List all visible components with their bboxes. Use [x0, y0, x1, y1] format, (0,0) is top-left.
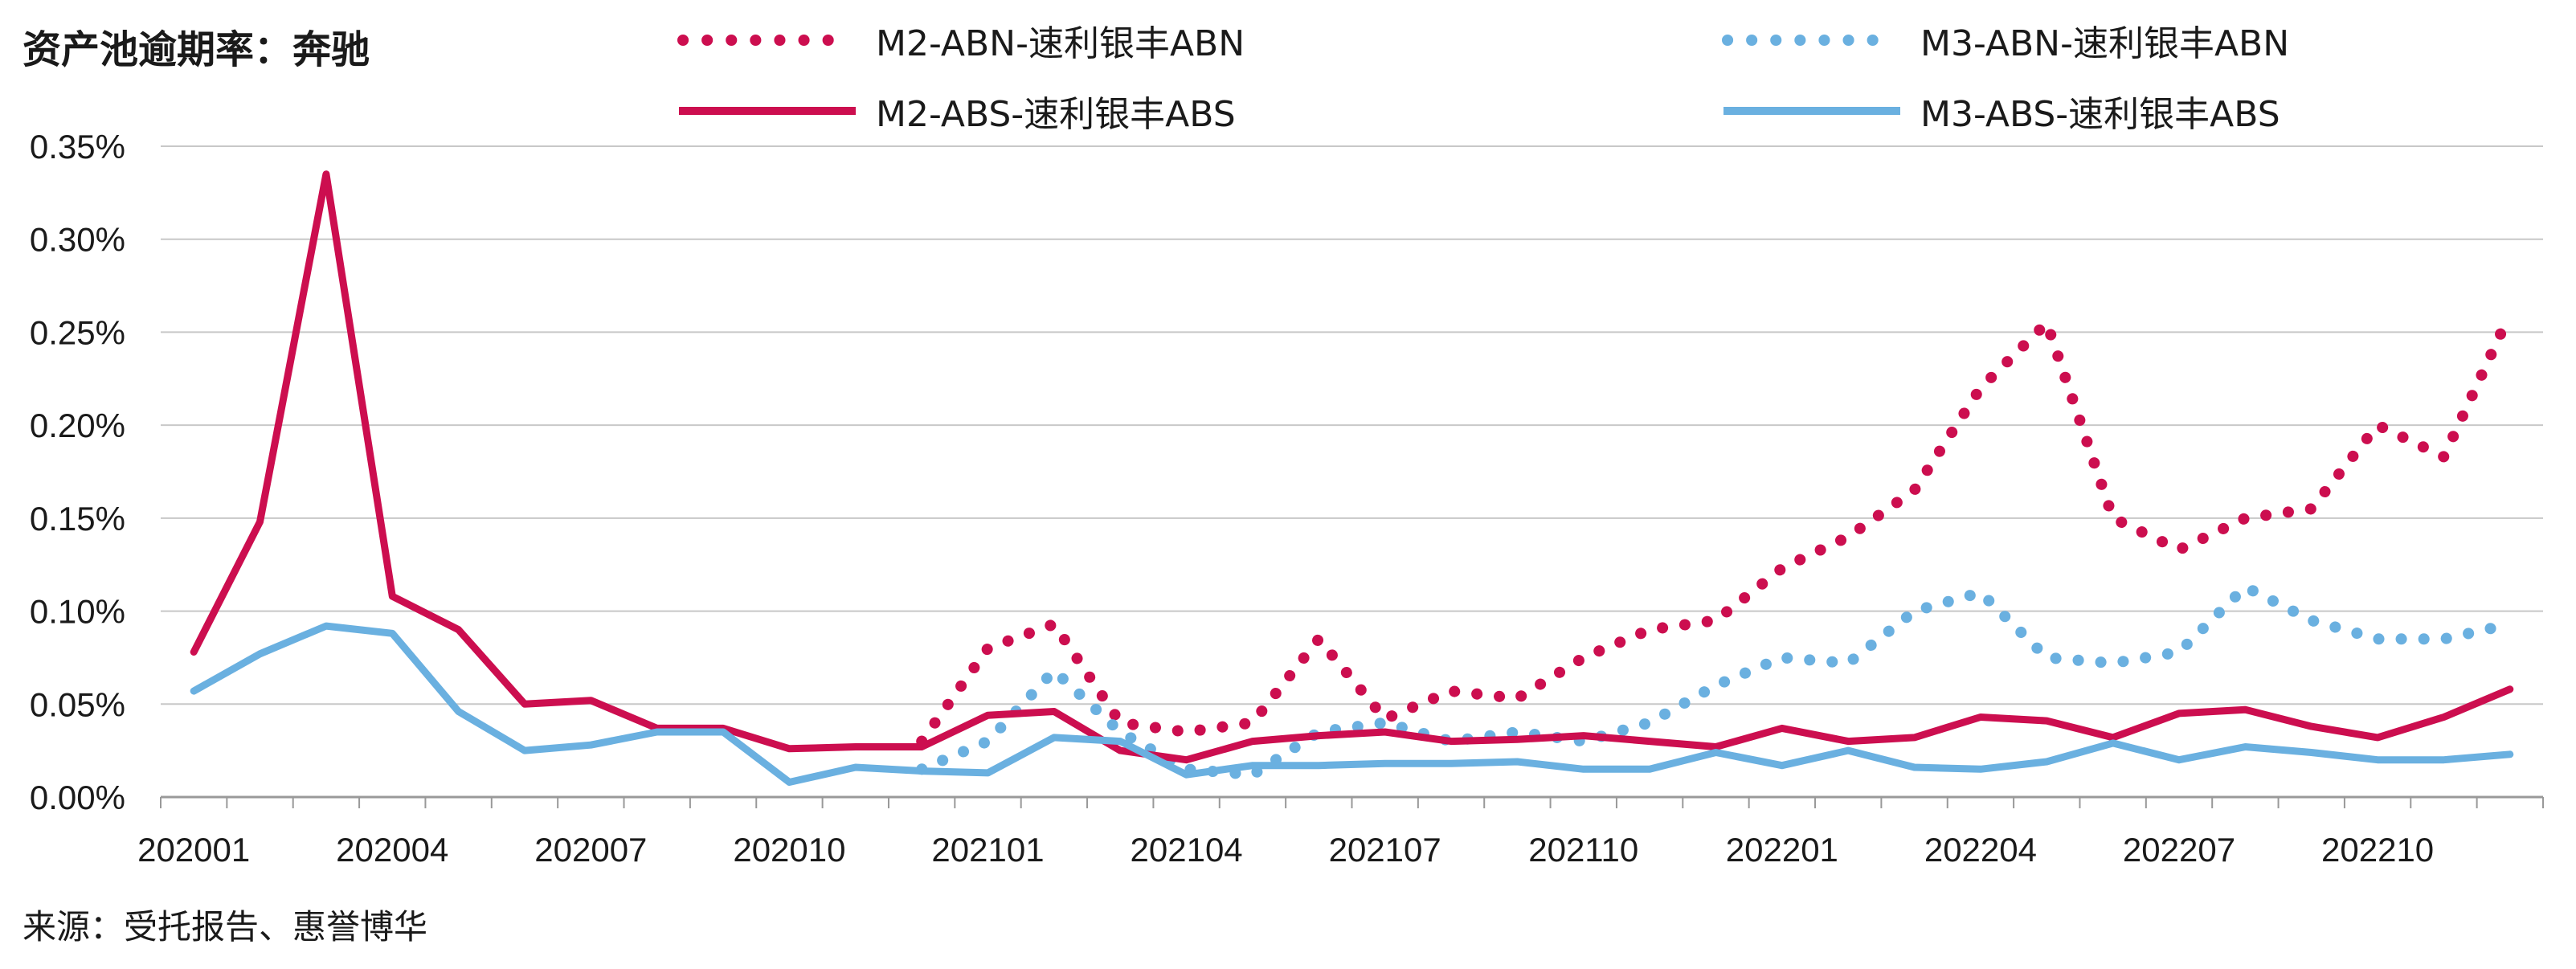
legend-swatch-m2-abn — [677, 35, 857, 46]
y-tick-label: 0.10% — [30, 593, 125, 631]
legend-label-m3-abn: M3-ABN-速利银丰ABN — [1920, 23, 2290, 64]
y-tick-label: 0.00% — [30, 779, 125, 816]
x-tick-label: 202104 — [1131, 831, 1243, 869]
x-tick-label: 202010 — [733, 831, 845, 869]
x-tick-label: 202204 — [1924, 831, 2037, 869]
legend-swatch-m3-abs — [1723, 107, 1900, 115]
series-line-3 — [190, 622, 2514, 786]
y-tick-label: 0.20% — [30, 407, 125, 444]
x-tick-label: 202210 — [2321, 831, 2434, 869]
y-tick-label: 0.25% — [30, 313, 125, 351]
x-tick-label: 202001 — [137, 831, 250, 869]
x-tick-label: 202101 — [931, 831, 1044, 869]
legend-swatch-m3-abn — [1722, 35, 1902, 46]
series-line-2 — [190, 170, 2514, 764]
legend-item-m2-abs: M2-ABS-速利银丰ABS — [675, 87, 1236, 135]
y-tick-label: 0.35% — [30, 128, 125, 166]
x-tick-label: 202207 — [2123, 831, 2235, 869]
legend-label-m2-abs: M2-ABS-速利银丰ABS — [876, 94, 1236, 135]
source-note: 来源：受托报告、惠誉博华 — [22, 907, 428, 947]
x-tick-label: 202110 — [1528, 831, 1638, 869]
chart-title: 资产池逾期率：奔驰 — [22, 27, 370, 72]
legend-item-m2-abn: M2-ABN-速利银丰ABN — [675, 16, 1245, 64]
x-tick-label: 202004 — [336, 831, 448, 869]
legend-item-m3-abn: M3-ABN-速利银丰ABN — [1719, 16, 2289, 64]
series-line-0 — [916, 308, 2516, 747]
x-tick-label: 202007 — [534, 831, 647, 869]
x-tick-label: 202201 — [1726, 831, 1838, 869]
series-line-1 — [916, 581, 2516, 781]
y-tick-label: 0.15% — [30, 500, 125, 538]
x-tick-label: 202107 — [1329, 831, 1441, 869]
y-tick-label: 0.05% — [30, 685, 125, 723]
legend-swatch-m2-abs — [679, 107, 856, 115]
legend-label-m3-abs: M3-ABS-速利银丰ABS — [1920, 94, 2280, 135]
y-tick-label: 0.30% — [30, 221, 125, 259]
legend-item-m3-abs: M3-ABS-速利银丰ABS — [1719, 87, 2280, 135]
legend-label-m2-abn: M2-ABN-速利银丰ABN — [876, 23, 1245, 64]
